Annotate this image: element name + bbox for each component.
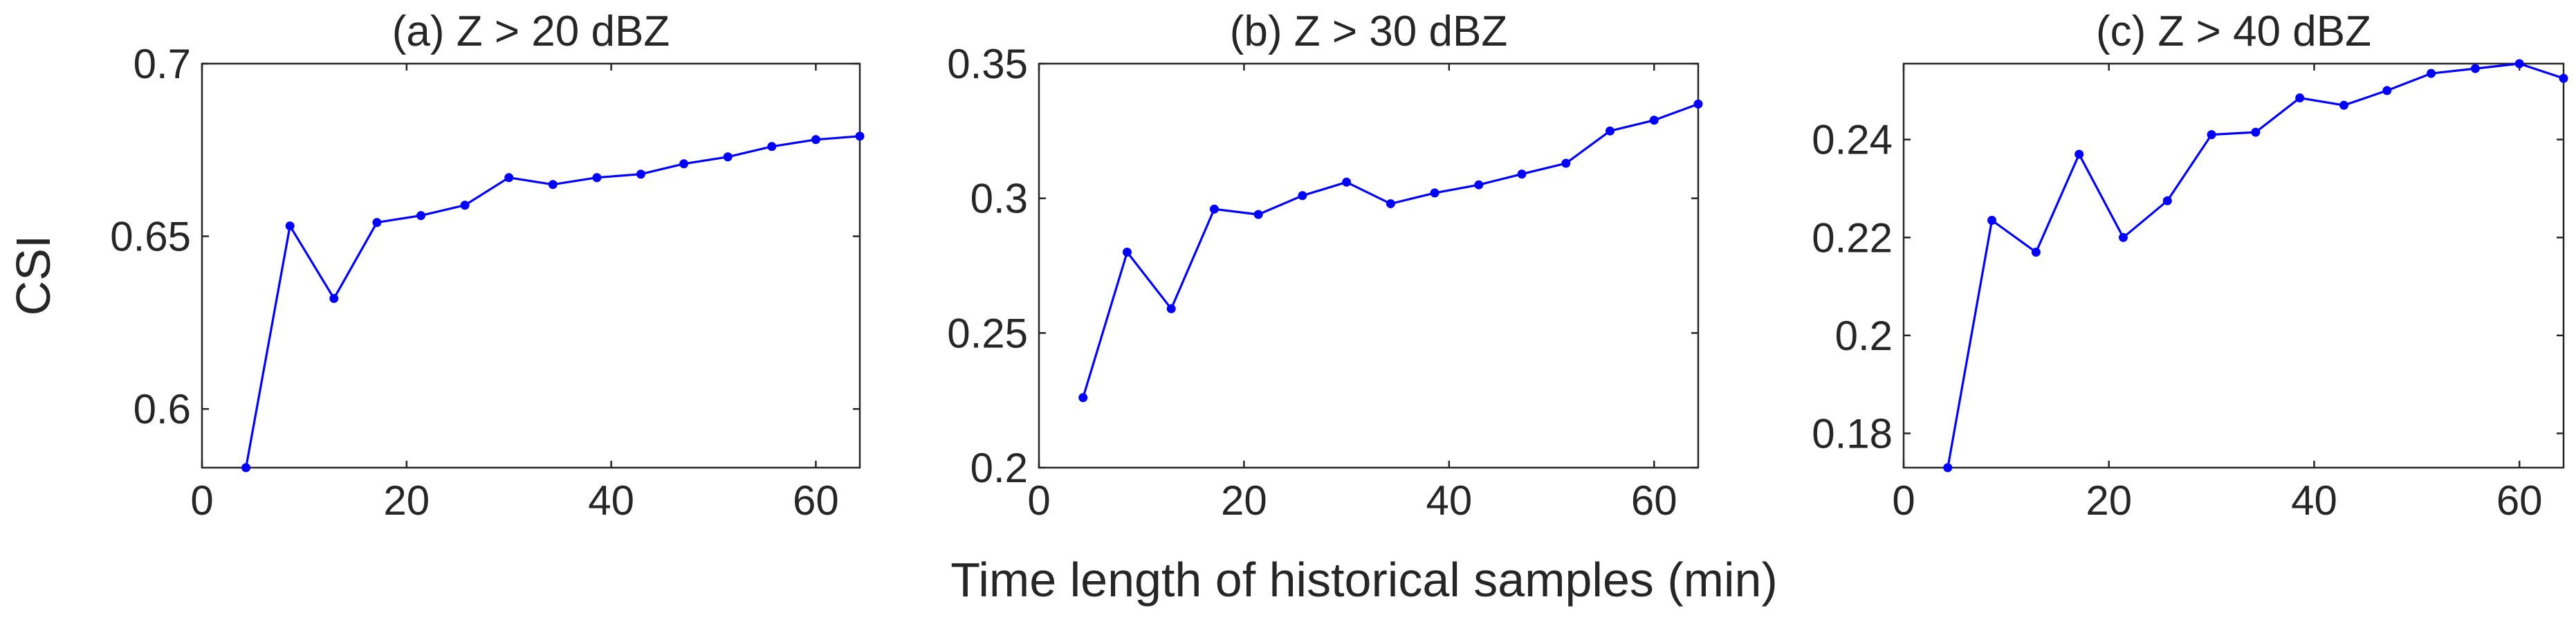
y-tick-label: 0.65 bbox=[110, 214, 191, 260]
data-point bbox=[2162, 196, 2172, 205]
data-point bbox=[1987, 216, 1997, 226]
data-point bbox=[2559, 73, 2568, 83]
panel-c-series-line bbox=[1947, 62, 2564, 468]
data-point bbox=[723, 152, 733, 162]
panel-b-axes-box bbox=[1038, 62, 1700, 469]
data-point bbox=[2251, 127, 2261, 137]
x-tick-label: 0 bbox=[1892, 477, 1915, 524]
y-tick-label: 0.25 bbox=[947, 310, 1028, 356]
x-tick-label: 20 bbox=[383, 477, 430, 524]
data-point bbox=[592, 173, 602, 183]
data-point bbox=[460, 201, 470, 210]
data-point bbox=[855, 131, 865, 141]
data-point bbox=[679, 159, 689, 169]
x-tick-label: 60 bbox=[793, 477, 839, 524]
data-point bbox=[1430, 188, 1439, 198]
panel-c: (c) Z > 40 dBZ 0 20 40 60 0.18 0.2 0.22 0.24 bbox=[1812, 8, 2568, 524]
data-point bbox=[1253, 210, 1263, 219]
y-tick-label: 0.18 bbox=[1812, 410, 1893, 457]
data-point bbox=[1693, 99, 1703, 109]
panel-b: (b) Z > 30 dBZ 0 20 40 60 0.2 0.25 0.3 0.35 bbox=[947, 8, 1703, 524]
y-tick-label: 0.2 bbox=[1835, 313, 1893, 359]
y-tick-label: 0.35 bbox=[947, 41, 1028, 87]
data-point bbox=[1561, 158, 1571, 168]
x-tick-label: 40 bbox=[2291, 477, 2337, 524]
x-tick-label: 0 bbox=[1027, 477, 1050, 524]
panel-a: (a) Z > 20 dBZ 0 20 40 60 0.6 0.65 0.7 bbox=[110, 8, 865, 524]
y-axis-label: CSI bbox=[6, 235, 60, 316]
data-point bbox=[285, 221, 295, 231]
data-point bbox=[2119, 232, 2128, 242]
y-tick-label: 0.7 bbox=[134, 41, 191, 87]
data-point bbox=[416, 211, 426, 221]
data-point bbox=[1122, 248, 1132, 257]
data-point bbox=[2470, 64, 2480, 73]
x-tick-label: 60 bbox=[2496, 477, 2543, 524]
data-point bbox=[2339, 100, 2348, 110]
data-point bbox=[1474, 180, 1484, 190]
x-axis-label: Time length of historical samples (min) bbox=[950, 553, 1778, 607]
data-point bbox=[1386, 199, 1395, 208]
x-tick-label: 40 bbox=[588, 477, 634, 524]
x-tick-label: 20 bbox=[2086, 477, 2132, 524]
y-tick-label: 0.2 bbox=[970, 445, 1028, 491]
x-tick-label: 0 bbox=[190, 477, 213, 524]
panel-c-axes-box bbox=[1902, 62, 2565, 469]
x-tick-label: 60 bbox=[1631, 477, 1677, 524]
data-point bbox=[1943, 463, 1953, 472]
data-point bbox=[548, 180, 558, 190]
y-tick-label: 0.6 bbox=[134, 386, 191, 432]
data-point bbox=[1166, 304, 1176, 313]
panel-a-title: (a) Z > 20 dBZ bbox=[392, 8, 670, 55]
panel-c-title: (c) Z > 40 dBZ bbox=[2096, 8, 2371, 55]
data-point bbox=[1342, 177, 1352, 187]
panel-b-series-line bbox=[1082, 102, 1699, 398]
data-point bbox=[1649, 116, 1659, 125]
data-point bbox=[2031, 248, 2041, 257]
data-point bbox=[1078, 393, 1088, 403]
data-point bbox=[1517, 169, 1527, 179]
panel-a-axes-box bbox=[201, 62, 861, 469]
data-point bbox=[329, 293, 339, 303]
data-point bbox=[1209, 204, 1219, 214]
data-point bbox=[767, 142, 777, 152]
data-point bbox=[2295, 93, 2305, 103]
x-tick-label: 20 bbox=[1221, 477, 1267, 524]
data-point bbox=[2207, 130, 2216, 140]
data-point bbox=[811, 135, 820, 145]
y-tick-label: 0.22 bbox=[1812, 214, 1893, 261]
data-point bbox=[372, 218, 382, 228]
data-point bbox=[504, 173, 514, 183]
data-point bbox=[241, 463, 251, 472]
data-point bbox=[1606, 126, 1615, 136]
data-point bbox=[2514, 59, 2524, 68]
x-tick-label: 40 bbox=[1426, 477, 1472, 524]
data-point bbox=[2382, 86, 2392, 95]
data-point bbox=[636, 169, 645, 179]
data-point bbox=[2074, 149, 2084, 159]
data-point bbox=[1298, 191, 1307, 201]
y-tick-label: 0.3 bbox=[970, 176, 1028, 222]
panel-b-title: (b) Z > 30 dBZ bbox=[1230, 8, 1507, 55]
data-point bbox=[2427, 68, 2436, 78]
y-tick-label: 0.24 bbox=[1812, 117, 1893, 163]
